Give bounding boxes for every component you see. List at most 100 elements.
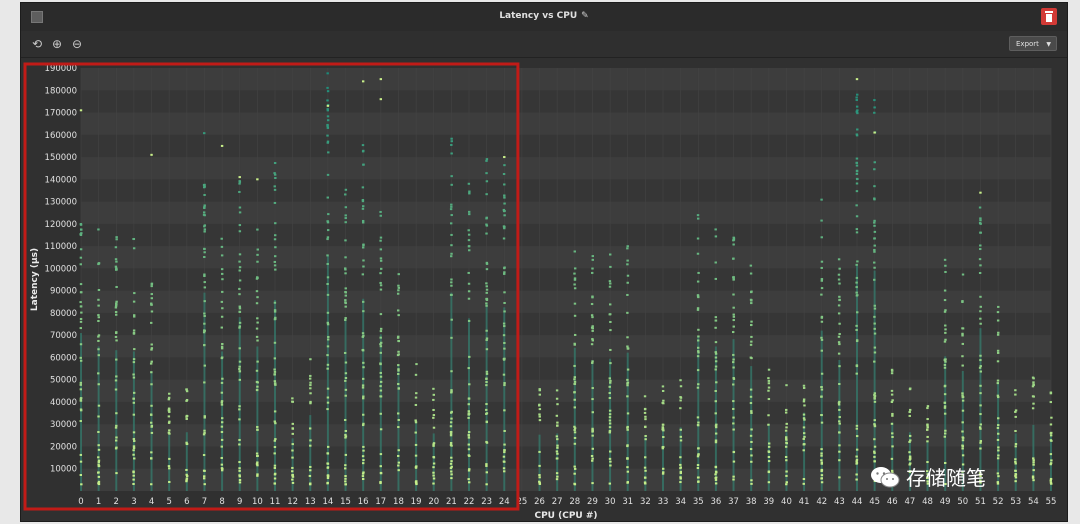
latency-point bbox=[714, 235, 718, 238]
latency-point bbox=[379, 236, 383, 239]
latency-point bbox=[414, 431, 417, 434]
latency-point bbox=[450, 336, 453, 339]
latency-point bbox=[732, 353, 735, 356]
latency-point bbox=[503, 384, 506, 387]
outlier-point bbox=[238, 176, 241, 179]
window-menu-icon[interactable] bbox=[31, 11, 43, 23]
latency-point bbox=[714, 360, 718, 363]
latency-point bbox=[255, 463, 259, 466]
latency-point bbox=[256, 360, 259, 363]
latency-point bbox=[114, 426, 118, 429]
latency-point bbox=[979, 479, 982, 482]
latency-point bbox=[115, 331, 118, 334]
latency-point bbox=[362, 259, 365, 262]
latency-point bbox=[167, 396, 171, 399]
latency-point bbox=[503, 470, 506, 473]
latency-point bbox=[467, 182, 471, 185]
latency-point bbox=[379, 259, 383, 262]
latency-point bbox=[379, 239, 382, 242]
latency-point bbox=[97, 335, 100, 338]
latency-point bbox=[79, 327, 82, 330]
latency-point bbox=[291, 474, 294, 477]
latency-point bbox=[326, 238, 329, 241]
latency-column bbox=[944, 356, 947, 491]
latency-point bbox=[855, 164, 859, 167]
latency-point bbox=[238, 253, 242, 256]
latency-point bbox=[449, 441, 453, 444]
latency-point bbox=[661, 423, 665, 426]
edit-pencil-icon[interactable]: ✎ bbox=[581, 11, 589, 21]
latency-point bbox=[344, 379, 347, 382]
latency-point bbox=[626, 412, 630, 415]
latency-point bbox=[327, 213, 330, 216]
latency-point bbox=[203, 300, 206, 303]
latency-point bbox=[978, 426, 982, 429]
delete-button[interactable] bbox=[1041, 8, 1057, 25]
latency-point bbox=[361, 475, 365, 478]
zoom-out-icon[interactable]: ⊖ bbox=[71, 37, 83, 51]
latency-point bbox=[978, 472, 982, 475]
latency-point bbox=[97, 465, 101, 468]
latency-point bbox=[873, 221, 876, 224]
latency-point bbox=[873, 397, 876, 400]
latency-point bbox=[996, 481, 1000, 484]
latency-point bbox=[150, 371, 153, 374]
latency-point bbox=[608, 457, 612, 460]
latency-point bbox=[220, 467, 224, 470]
latency-point bbox=[750, 411, 753, 414]
latency-point bbox=[468, 249, 471, 252]
latency-point bbox=[168, 392, 171, 395]
latency-point bbox=[538, 415, 541, 418]
latency-point bbox=[909, 439, 912, 442]
latency-point bbox=[538, 419, 542, 422]
latency-point bbox=[150, 451, 153, 454]
latency-point bbox=[274, 255, 277, 258]
latency-point bbox=[643, 466, 647, 469]
latency-point bbox=[115, 436, 118, 439]
export-button[interactable]: Export ▼ bbox=[1009, 36, 1057, 51]
x-tick-label: 28 bbox=[569, 497, 580, 507]
latency-point bbox=[767, 450, 770, 453]
latency-point bbox=[626, 311, 629, 314]
grid-band bbox=[81, 290, 1051, 313]
latency-point bbox=[220, 431, 224, 434]
latency-point bbox=[150, 310, 154, 313]
latency-point bbox=[591, 429, 594, 432]
latency-point bbox=[838, 382, 841, 385]
latency-point bbox=[220, 438, 224, 441]
latency-point bbox=[220, 381, 224, 384]
latency-point bbox=[979, 295, 982, 298]
latency-point bbox=[203, 183, 206, 186]
latency-point bbox=[326, 363, 330, 366]
latency-point bbox=[856, 128, 859, 131]
latency-point bbox=[220, 345, 224, 348]
latency-point bbox=[944, 483, 947, 486]
latency-point bbox=[344, 272, 347, 275]
latency-point bbox=[785, 470, 788, 473]
latency-point bbox=[379, 288, 383, 291]
outlier-point bbox=[379, 98, 383, 101]
latency-point bbox=[485, 370, 489, 373]
latency-point bbox=[203, 364, 206, 367]
latency-point bbox=[750, 324, 753, 327]
latency-point bbox=[203, 315, 206, 318]
latency-point bbox=[891, 399, 894, 402]
x-tick-label: 36 bbox=[710, 497, 721, 507]
zoom-in-icon[interactable]: ⊕ bbox=[51, 37, 63, 51]
latency-point bbox=[114, 304, 118, 307]
latency-point bbox=[979, 359, 982, 362]
latency-point bbox=[414, 443, 418, 446]
latency-point bbox=[238, 475, 241, 478]
latency-point bbox=[344, 317, 347, 320]
latency-point bbox=[696, 237, 700, 240]
y-tick-label: 30000 bbox=[50, 420, 77, 430]
reset-zoom-icon[interactable]: ⟲ bbox=[31, 37, 43, 51]
latency-point bbox=[485, 217, 488, 220]
latency-point bbox=[255, 388, 259, 391]
latency-point bbox=[79, 317, 83, 320]
latency-point bbox=[133, 440, 136, 443]
latency-point bbox=[326, 321, 329, 324]
latency-point bbox=[1049, 391, 1053, 394]
latency-point bbox=[97, 334, 101, 337]
latency-point bbox=[714, 277, 718, 280]
